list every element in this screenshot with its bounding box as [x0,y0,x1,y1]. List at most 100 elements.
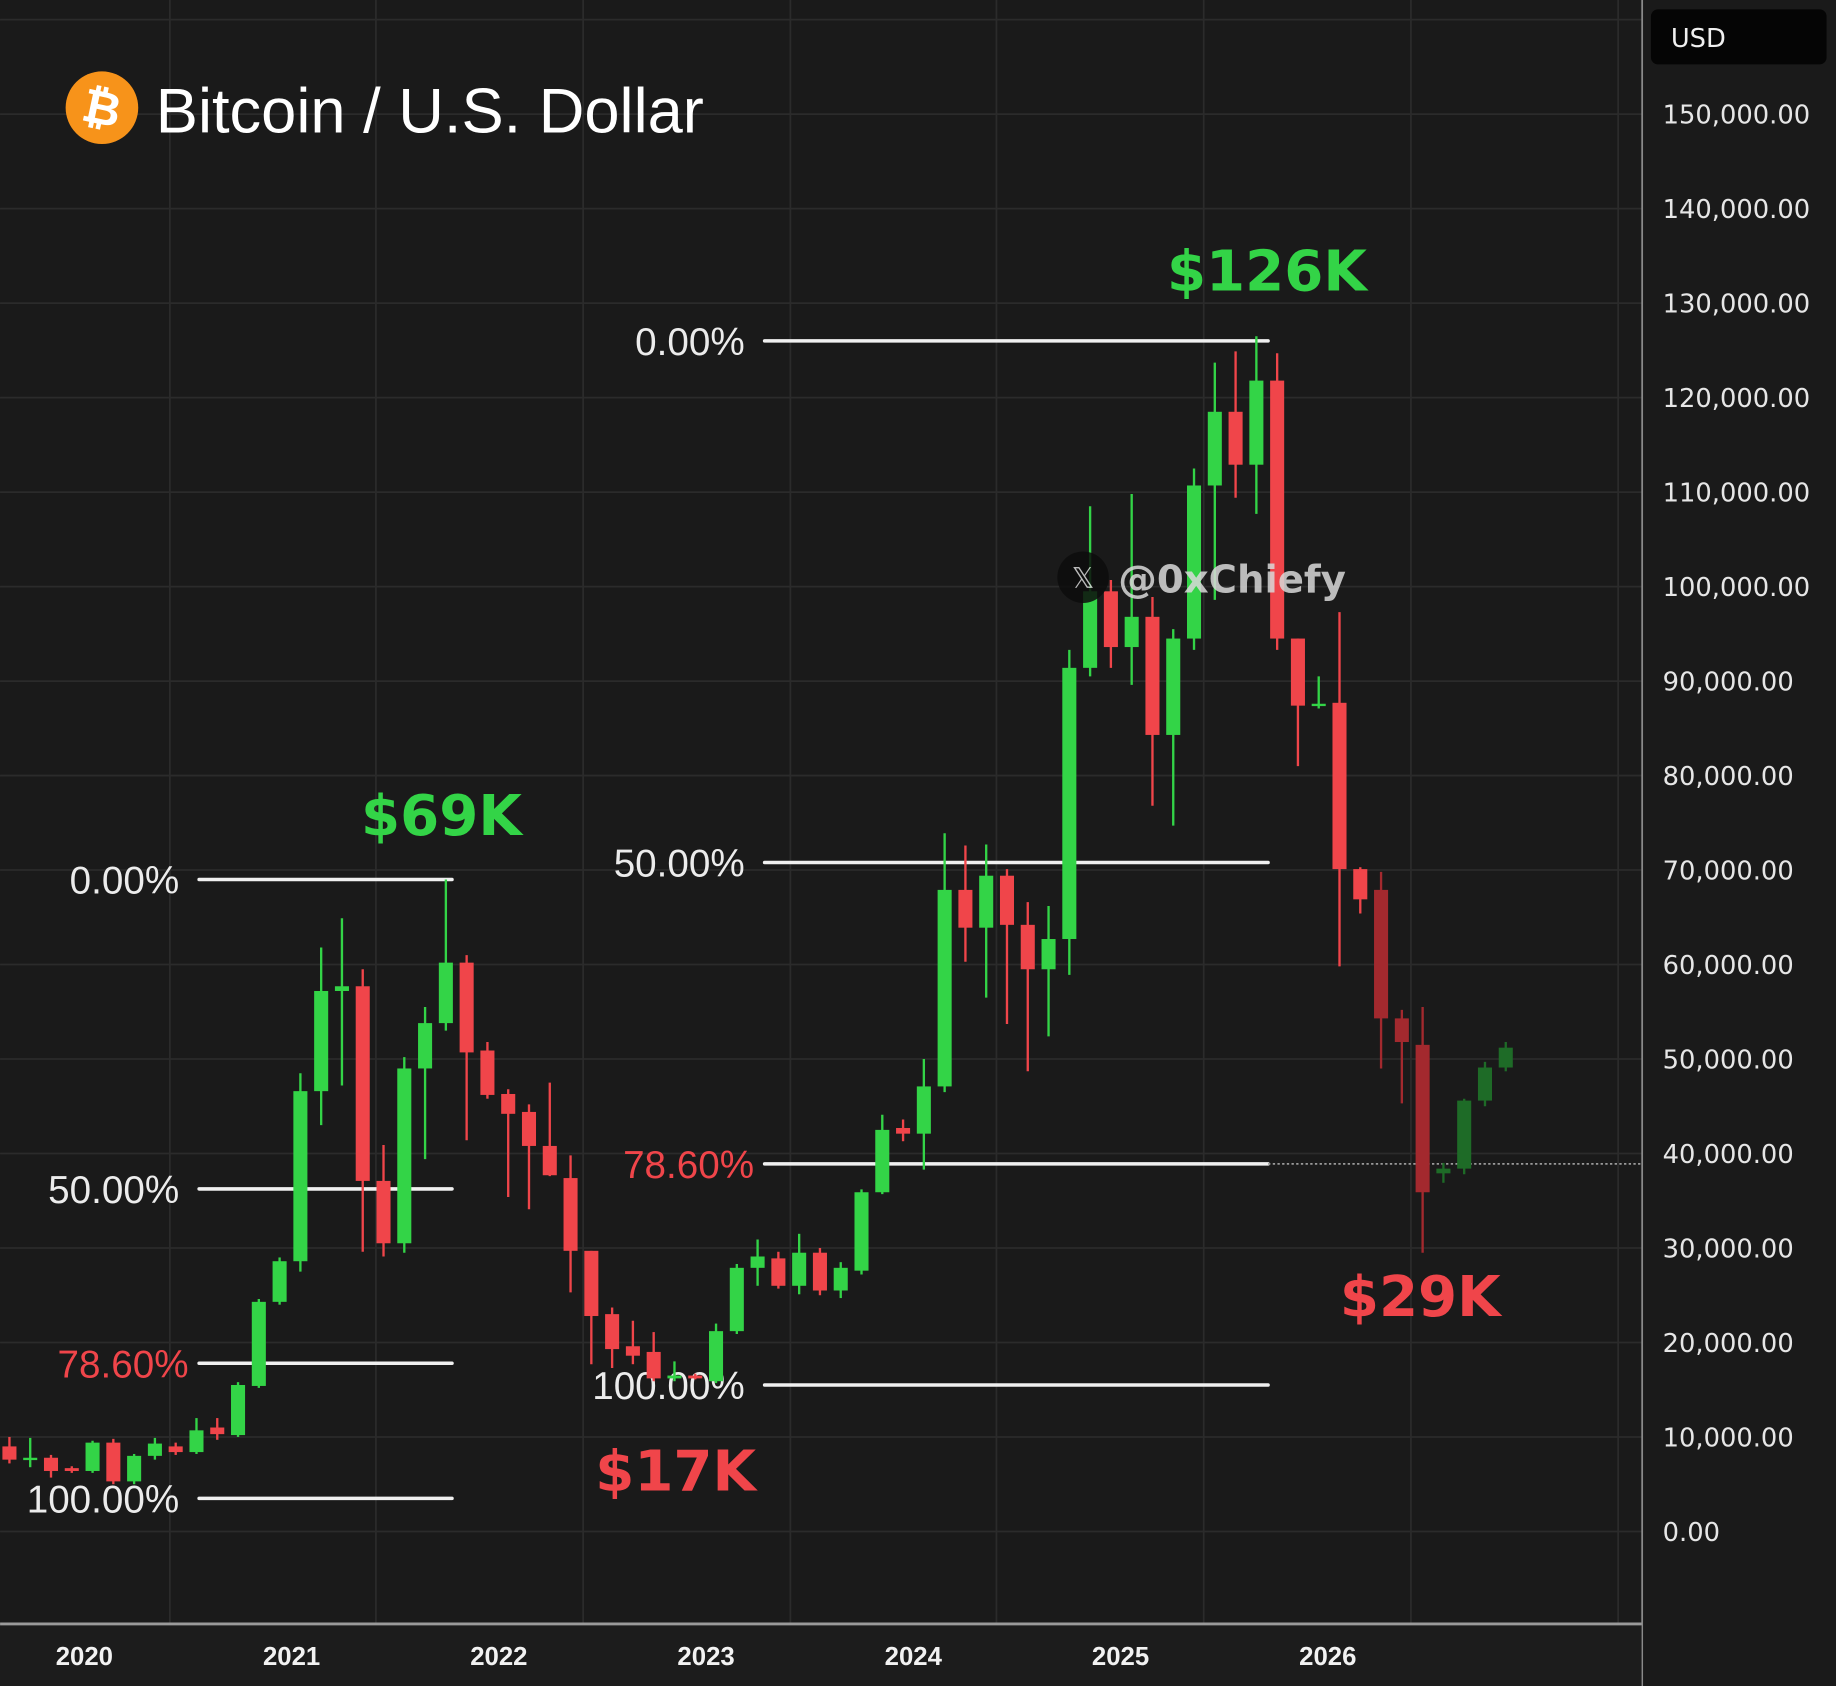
candle-body [1186,485,1202,639]
candle [2,1436,17,1464]
price-tick-label: 0.00 [1663,1518,1720,1548]
candle [231,1382,246,1437]
candle-body [750,1256,765,1268]
candle-body [1436,1168,1451,1174]
candle-body [1394,1018,1409,1043]
price-tick-label: 70,000.00 [1663,856,1794,886]
candle [106,1438,121,1485]
price-tick-label: 40,000.00 [1663,1140,1794,1170]
candle-body [2,1446,17,1460]
candle-body [1228,411,1243,465]
time-tick-label: 2022 [470,1643,527,1671]
candle-body [189,1430,204,1453]
annotation-peak-2021: $69K [361,784,524,849]
candle [896,1119,911,1142]
candle-body [937,889,952,1087]
candle-body [106,1442,121,1482]
candle-body [1249,380,1264,465]
candle-body [23,1457,38,1461]
time-axis[interactable]: 2020 2021 2022 2023 2024 2025 2026 [0,1622,1642,1686]
candle-body [1145,616,1160,735]
candle [376,1145,391,1257]
candle-body [688,1375,703,1379]
candle [812,1247,827,1296]
candle [1166,629,1181,826]
candle [916,1059,931,1170]
candle-body [854,1192,869,1271]
price-tick-label: 30,000.00 [1663,1234,1794,1264]
annotation-peak-2025: $126K [1167,239,1369,304]
candle-body [43,1457,59,1471]
candle [1394,1009,1409,1104]
candle [85,1440,100,1473]
chart-header: ₿ Bitcoin / U.S. Dollar [65,71,704,146]
candle-body [314,990,329,1092]
candle-body [563,1178,578,1251]
candle-body [127,1455,142,1482]
price-tick-label: 120,000.00 [1663,384,1810,414]
watermark-handle: @0xChiefy [1118,557,1346,602]
price-axis[interactable]: USD 150,000.00 140,000.00 130,000.00 120,00… [1641,0,1836,1686]
candle [210,1418,225,1440]
candle-body [1083,591,1098,668]
time-tick-label: 2021 [263,1643,320,1671]
annotation-low-2022: $17K [595,1439,758,1504]
candle-body [1270,380,1285,639]
candle [127,1453,142,1485]
price-tick-label: 150,000.00 [1663,101,1810,131]
candle-body [1020,924,1035,970]
candle [1062,649,1077,975]
fib-level-label: 78.60% [58,1343,189,1386]
grid-lines [0,0,1642,1624]
candle-body [916,1086,931,1134]
candle-body [958,889,973,928]
candle-body [334,986,349,991]
currency-badge[interactable] [1650,9,1827,65]
candle-body [376,1180,391,1244]
candle-body [646,1351,661,1379]
candle-body [1124,616,1139,648]
candle [1249,336,1264,514]
time-tick-label: 2023 [677,1643,734,1671]
candle-body [1332,702,1347,870]
candle [605,1307,620,1368]
price-tick-label: 100,000.00 [1663,573,1810,603]
price-axis-panel [1642,0,1836,1686]
candle-body [85,1442,100,1471]
candle-body [875,1129,890,1193]
candle-body [792,1252,807,1286]
candle [584,1250,599,1365]
candle-body [1311,703,1326,707]
candle [792,1233,807,1295]
watermark: 𝕏 @0xChiefy [1057,551,1346,603]
candle [168,1442,183,1455]
candle-body [1353,869,1368,900]
candle-body [771,1258,786,1286]
candle [1145,596,1160,806]
candle [1124,493,1139,685]
candlestick-series [2,336,1513,1485]
candle [314,947,329,1126]
candle [64,1466,79,1473]
candle [1311,676,1326,709]
candle [542,1082,557,1177]
candle-body [812,1252,827,1291]
time-tick-label: 2026 [1299,1643,1356,1671]
candle [958,845,973,962]
bitcoin-logo-icon [65,71,139,145]
candle [1353,867,1368,914]
price-tick-label: 130,000.00 [1663,289,1810,319]
candle-body [709,1331,724,1382]
price-tick-label: 20,000.00 [1663,1329,1794,1359]
candle [688,1373,703,1380]
fib-level-label: 0.00% [635,321,745,364]
candle-body [999,875,1015,925]
price-tick-label: 10,000.00 [1663,1423,1794,1453]
candle-body [418,1023,433,1069]
candle [1374,871,1389,1069]
candle-body [1290,638,1305,706]
candle-body [168,1446,183,1453]
candle [667,1361,682,1382]
